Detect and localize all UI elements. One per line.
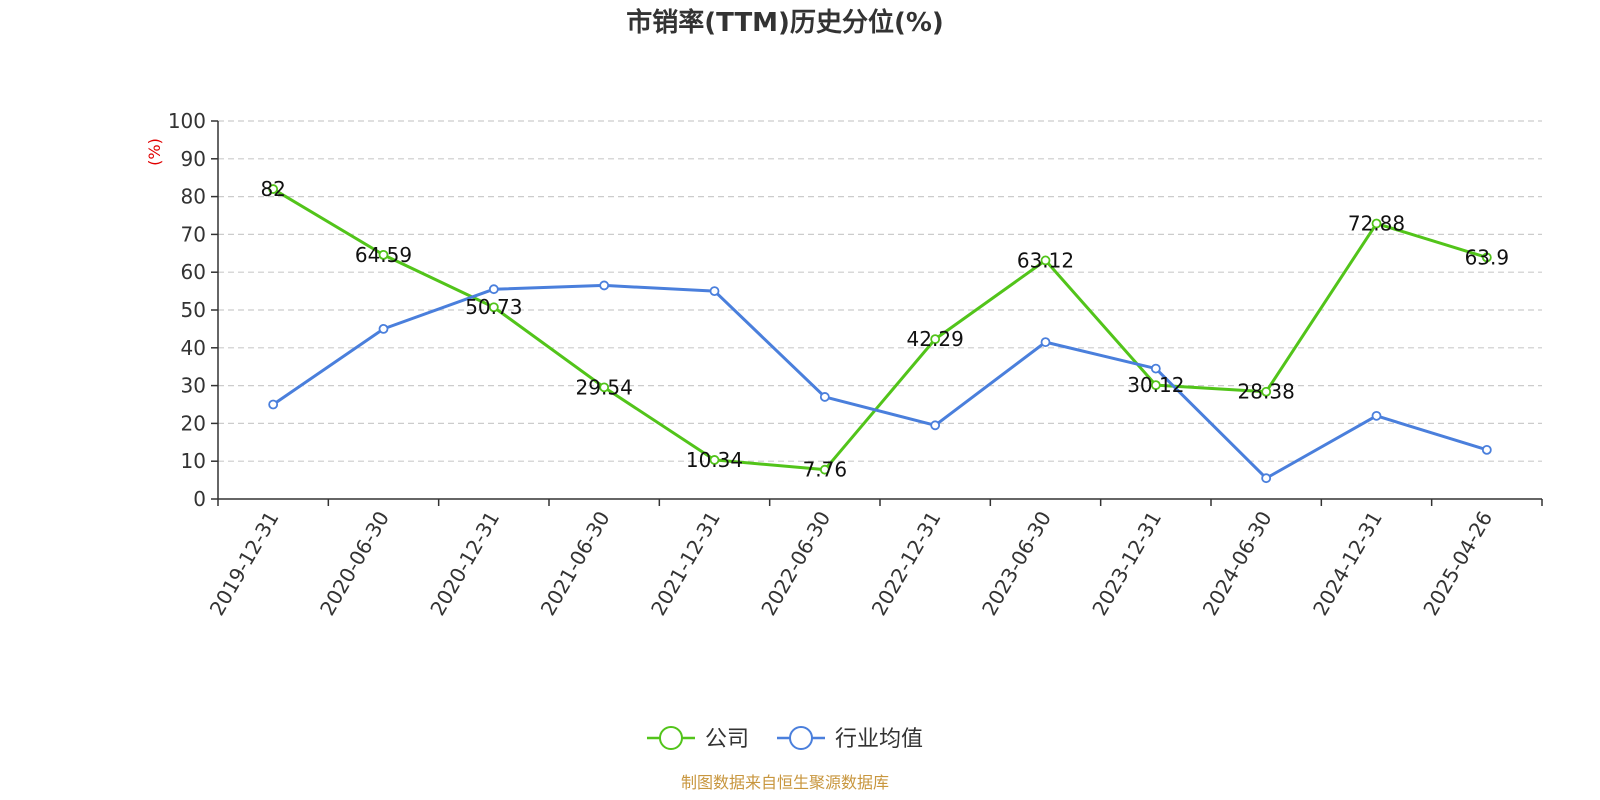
x-tick-label: 2022-12-31 (867, 507, 946, 620)
data-label: 29.54 (576, 375, 633, 399)
data-point[interactable] (488, 284, 499, 295)
data-point[interactable] (819, 392, 830, 402)
data-label: 42.29 (907, 327, 964, 351)
x-tick-label: 2023-12-31 (1087, 507, 1166, 620)
y-tick-label: 50 (181, 298, 206, 322)
data-point[interactable] (709, 455, 720, 465)
x-tick-label: 2024-12-31 (1308, 507, 1387, 620)
x-tick-label: 2020-06-30 (315, 507, 394, 620)
data-point[interactable] (1481, 252, 1492, 263)
y-tick-label: 10 (181, 449, 206, 473)
data-point[interactable] (1371, 410, 1382, 421)
data-label: 30.12 (1127, 373, 1184, 397)
y-tick-label: 90 (181, 147, 206, 171)
y-tick-label: 40 (181, 336, 206, 360)
y-tick-label: 100 (168, 109, 206, 133)
data-point[interactable] (1040, 255, 1051, 266)
data-label: 63.9 (1465, 245, 1510, 269)
data-point[interactable] (930, 334, 941, 345)
x-tick-label: 2025-04-26 (1418, 507, 1497, 620)
data-point[interactable] (1150, 363, 1161, 374)
y-tick-label: 70 (181, 222, 206, 246)
legend-marker-icon (658, 726, 683, 750)
data-point[interactable] (1481, 444, 1492, 455)
legend-item-1[interactable]: 行业均值 (777, 726, 923, 752)
legend-label: 行业均值 (835, 727, 923, 752)
x-tick-label: 2022-06-30 (756, 507, 835, 620)
data-label: 63.12 (1017, 248, 1074, 272)
data-point[interactable] (488, 302, 499, 313)
x-axis-ticks: 2019-12-31 2020-06-30 2020-12-31 2021-06-30… (205, 499, 1543, 620)
data-point[interactable] (268, 399, 279, 410)
gridlines (218, 120, 1542, 462)
data-point[interactable] (378, 249, 389, 260)
data-point[interactable] (709, 286, 720, 297)
data-label: 82 (260, 177, 285, 201)
data-point[interactable] (819, 464, 830, 475)
data-label: 72.88 (1348, 212, 1405, 236)
data-point[interactable] (1371, 218, 1382, 229)
data-point[interactable] (1040, 337, 1051, 348)
data-label: 28.38 (1238, 380, 1295, 404)
x-tick-label: 2021-12-31 (646, 507, 725, 620)
legend-item-0[interactable]: 公司 (646, 726, 749, 752)
y-tick-label: 30 (181, 374, 206, 398)
series-line-1 (272, 283, 1488, 480)
series-line-0 (272, 187, 1488, 472)
data-point[interactable] (599, 382, 610, 393)
data-point[interactable] (1261, 473, 1272, 484)
data-point[interactable] (930, 420, 941, 431)
y-tick-label: 80 (181, 185, 206, 209)
legend-label: 公司 (705, 727, 749, 752)
x-tick-label: 2020-12-31 (425, 507, 504, 620)
data-label: 10.34 (686, 448, 743, 472)
x-tick-label: 2019-12-31 (205, 507, 284, 620)
x-tick-label: 2023-06-30 (977, 507, 1056, 620)
y-tick-label: 0 (193, 487, 206, 511)
x-tick-label: 2024-06-30 (1198, 507, 1277, 620)
data-point[interactable] (599, 280, 610, 291)
data-label: 7.76 (803, 458, 848, 482)
y-axis-unit-label: (%) (145, 138, 164, 166)
series-layer (268, 184, 1492, 484)
data-label: 64.59 (355, 243, 412, 267)
y-tick-label: 60 (181, 260, 206, 284)
data-labels: 82 64.59 50.73 29.54 10.34 7.76 42.29 63.12 30.1… (260, 177, 1509, 482)
legend-marker-icon (789, 726, 813, 750)
source-note: 制图数据来自恒生聚源数据库 (681, 773, 889, 792)
data-point[interactable] (378, 323, 389, 334)
data-point[interactable] (268, 184, 279, 194)
y-tick-label: 20 (181, 411, 206, 435)
data-point[interactable] (1150, 380, 1161, 391)
data-point[interactable] (1261, 386, 1272, 397)
chart-title: 市销率(TTM)历史分位(%) (626, 7, 944, 38)
legend[interactable]: 公司 行业均值 (646, 726, 923, 752)
data-label: 50.73 (465, 295, 522, 319)
x-tick-label: 2021-06-30 (536, 507, 615, 620)
y-axis-ticks: 0 10 20 30 40 50 60 70 80 90 100 (168, 109, 218, 511)
